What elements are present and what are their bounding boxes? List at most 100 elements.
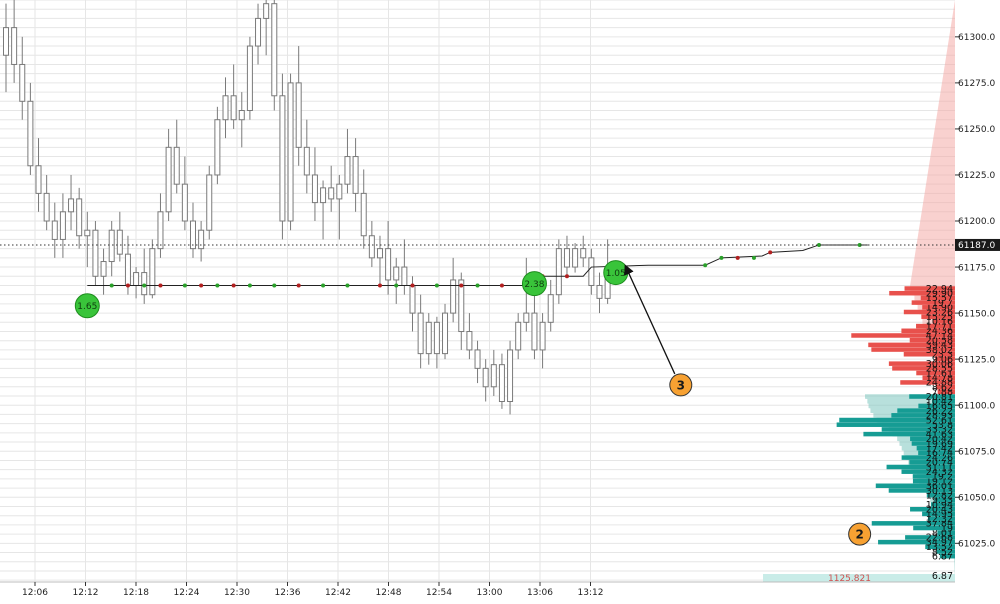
trade-marker-label: 1.05: [606, 269, 626, 279]
bid-depth-bar: [888, 488, 955, 493]
trade-dot: [857, 242, 862, 247]
candle: [360, 169, 367, 249]
bid-depth-bar: [930, 502, 955, 507]
trade-dot: [215, 283, 220, 288]
candle-body: [352, 156, 359, 194]
candle-body: [230, 95, 237, 121]
time-tick-label: 13:06: [527, 588, 553, 598]
candle-body: [466, 331, 473, 351]
price-tick-label: 61150.0: [958, 309, 995, 319]
candle: [238, 92, 245, 148]
bid-depth-bar: [918, 403, 955, 409]
bid-depth-bar: [881, 427, 955, 432]
time-tick-label: 12:36: [275, 588, 301, 598]
ask-depth-bar: [888, 361, 955, 366]
bid-depth-label: 24.32: [926, 467, 953, 478]
candle: [303, 119, 310, 194]
candle-body: [425, 321, 432, 355]
candle: [11, 0, 18, 83]
candle-body: [588, 257, 595, 286]
trade-dot: [751, 255, 756, 260]
ask-depth-bar: [901, 328, 955, 334]
bid-depth-label: 10.42: [926, 397, 953, 408]
candle: [376, 235, 383, 286]
candle-body: [498, 364, 505, 403]
trade-markers: 1.65 2.38 1.05: [74, 260, 629, 319]
trade-marker-label: 1.65: [77, 302, 97, 312]
trade-dot: [434, 283, 439, 288]
cumulative-bid-area: [865, 394, 955, 582]
bid-depth-bar: [918, 450, 955, 456]
footer-depth-bar: [763, 574, 955, 582]
bid-depth-bar: [932, 398, 955, 404]
candle-body: [458, 279, 465, 333]
candle-body: [206, 174, 213, 231]
bid-depth-label: 10.94: [926, 500, 953, 511]
bid-depth-label: 20.81: [926, 392, 953, 403]
candle-body: [51, 220, 58, 240]
ask-depth-bar: [936, 384, 955, 390]
time-tick-label: 12:42: [325, 588, 351, 598]
trade-marker: [521, 271, 547, 297]
ask-depth-label: 28.55: [926, 364, 953, 375]
candle-body: [157, 211, 164, 250]
ask-depth-label: 9.06: [932, 354, 953, 365]
ask-depth-label: 22.94: [926, 284, 953, 295]
candle: [563, 235, 570, 277]
ask-depth-label: 17.61: [926, 368, 953, 379]
annotation-arrow: [624, 264, 676, 375]
ask-depth-bar: [911, 300, 955, 305]
ask-depth-bar: [920, 295, 955, 301]
bid-depth-label: 34.97: [926, 537, 953, 548]
candle: [442, 303, 449, 360]
candle-body: [279, 95, 286, 222]
candle-body: [214, 119, 221, 176]
candle: [311, 147, 318, 222]
candle-body: [547, 294, 554, 323]
trade-dot: [719, 255, 724, 260]
candle: [181, 156, 188, 231]
ask-depth-bar: [935, 356, 955, 362]
candle-body: [531, 312, 538, 351]
bid-depth-bar: [905, 535, 955, 540]
candle: [27, 82, 34, 175]
candle: [116, 211, 123, 262]
trade-dot: [394, 283, 399, 288]
axes: 61300.0 61275.0 61250.0 61225.0 61200.0 61175…: [0, 33, 1000, 598]
candle-body: [336, 183, 343, 200]
trade-dot: [158, 283, 163, 288]
bid-depth-bar: [839, 417, 955, 423]
annotations: 32: [624, 264, 872, 546]
candle: [596, 272, 603, 314]
candle: [417, 294, 424, 369]
candle: [580, 235, 587, 268]
ask-depth-label: 19.7: [932, 298, 953, 309]
bid-depth-bar: [910, 436, 955, 442]
ask-depth-label: 24.88: [926, 378, 953, 389]
bid-depth-label: 19.12: [926, 476, 953, 487]
candle: [214, 106, 221, 185]
bid-depth-label: 28.93: [926, 411, 953, 422]
candle: [149, 239, 156, 299]
footer-depth-value: 6.87: [932, 571, 953, 582]
bid-depth-bar: [913, 525, 955, 531]
ask-depth-bar: [900, 380, 955, 385]
candle: [466, 313, 473, 360]
ask-depth-bar: [922, 305, 955, 310]
bid-depth-bar: [863, 431, 955, 437]
bid-depth-label: 31.11: [926, 462, 953, 473]
trade-dot: [459, 283, 464, 288]
bid-depth-bar: [901, 455, 955, 460]
candle-body: [490, 364, 497, 388]
footer-depth-label: 1125.821: [828, 574, 871, 584]
candle: [59, 193, 66, 258]
candle-body: [303, 146, 310, 176]
bid-depth-label: 13.52: [926, 542, 953, 553]
bid-depth-bar: [936, 549, 955, 554]
candle-body: [116, 229, 123, 255]
ask-depth-label: 17.71: [926, 321, 953, 332]
candle-body: [165, 146, 172, 213]
bid-depth-bar: [937, 530, 955, 535]
